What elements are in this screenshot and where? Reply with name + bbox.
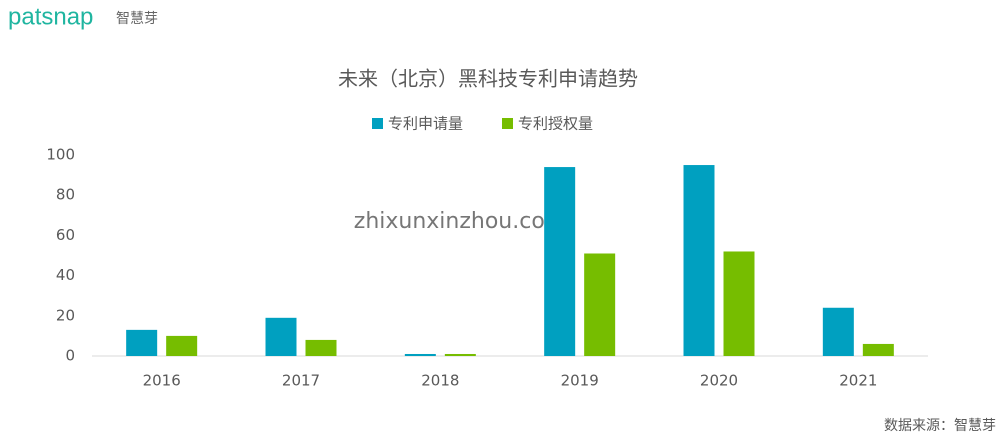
- x-tick-label: 2020: [700, 372, 738, 390]
- legend-label: 专利授权量: [518, 115, 593, 133]
- x-tick-label: 2016: [143, 372, 181, 390]
- watermark: zhixunxinzhou.com: [354, 209, 566, 234]
- y-tick-label: 20: [56, 306, 75, 324]
- bar: [723, 251, 755, 356]
- bar: [544, 167, 576, 356]
- bar: [683, 165, 715, 356]
- bar: [584, 253, 616, 356]
- y-tick-label: 60: [56, 226, 75, 244]
- y-tick-label: 80: [56, 186, 75, 204]
- x-tick-label: 2019: [561, 372, 599, 390]
- x-tick-label: 2017: [282, 372, 320, 390]
- bar: [305, 339, 337, 356]
- legend-swatch: [372, 118, 383, 129]
- x-tick-label: 2021: [839, 372, 877, 390]
- bar: [444, 353, 476, 356]
- y-tick-label: 0: [65, 347, 75, 365]
- bar: [404, 353, 436, 356]
- bar: [822, 307, 854, 356]
- brand-cn: 智慧芽: [116, 11, 158, 27]
- x-tick-label: 2018: [421, 372, 459, 390]
- y-tick-label: 40: [56, 266, 75, 284]
- chart-title: 未来（北京）黑科技专利申请趋势: [338, 67, 638, 91]
- y-tick-label: 100: [46, 146, 75, 164]
- brand-logo: patsnap: [8, 3, 93, 30]
- bar: [126, 329, 158, 356]
- source-note: 数据来源：智慧芽: [884, 418, 996, 434]
- bar: [166, 335, 198, 356]
- legend-swatch: [502, 118, 513, 129]
- bar: [265, 317, 297, 356]
- legend-label: 专利申请量: [388, 115, 463, 133]
- bar: [862, 343, 894, 356]
